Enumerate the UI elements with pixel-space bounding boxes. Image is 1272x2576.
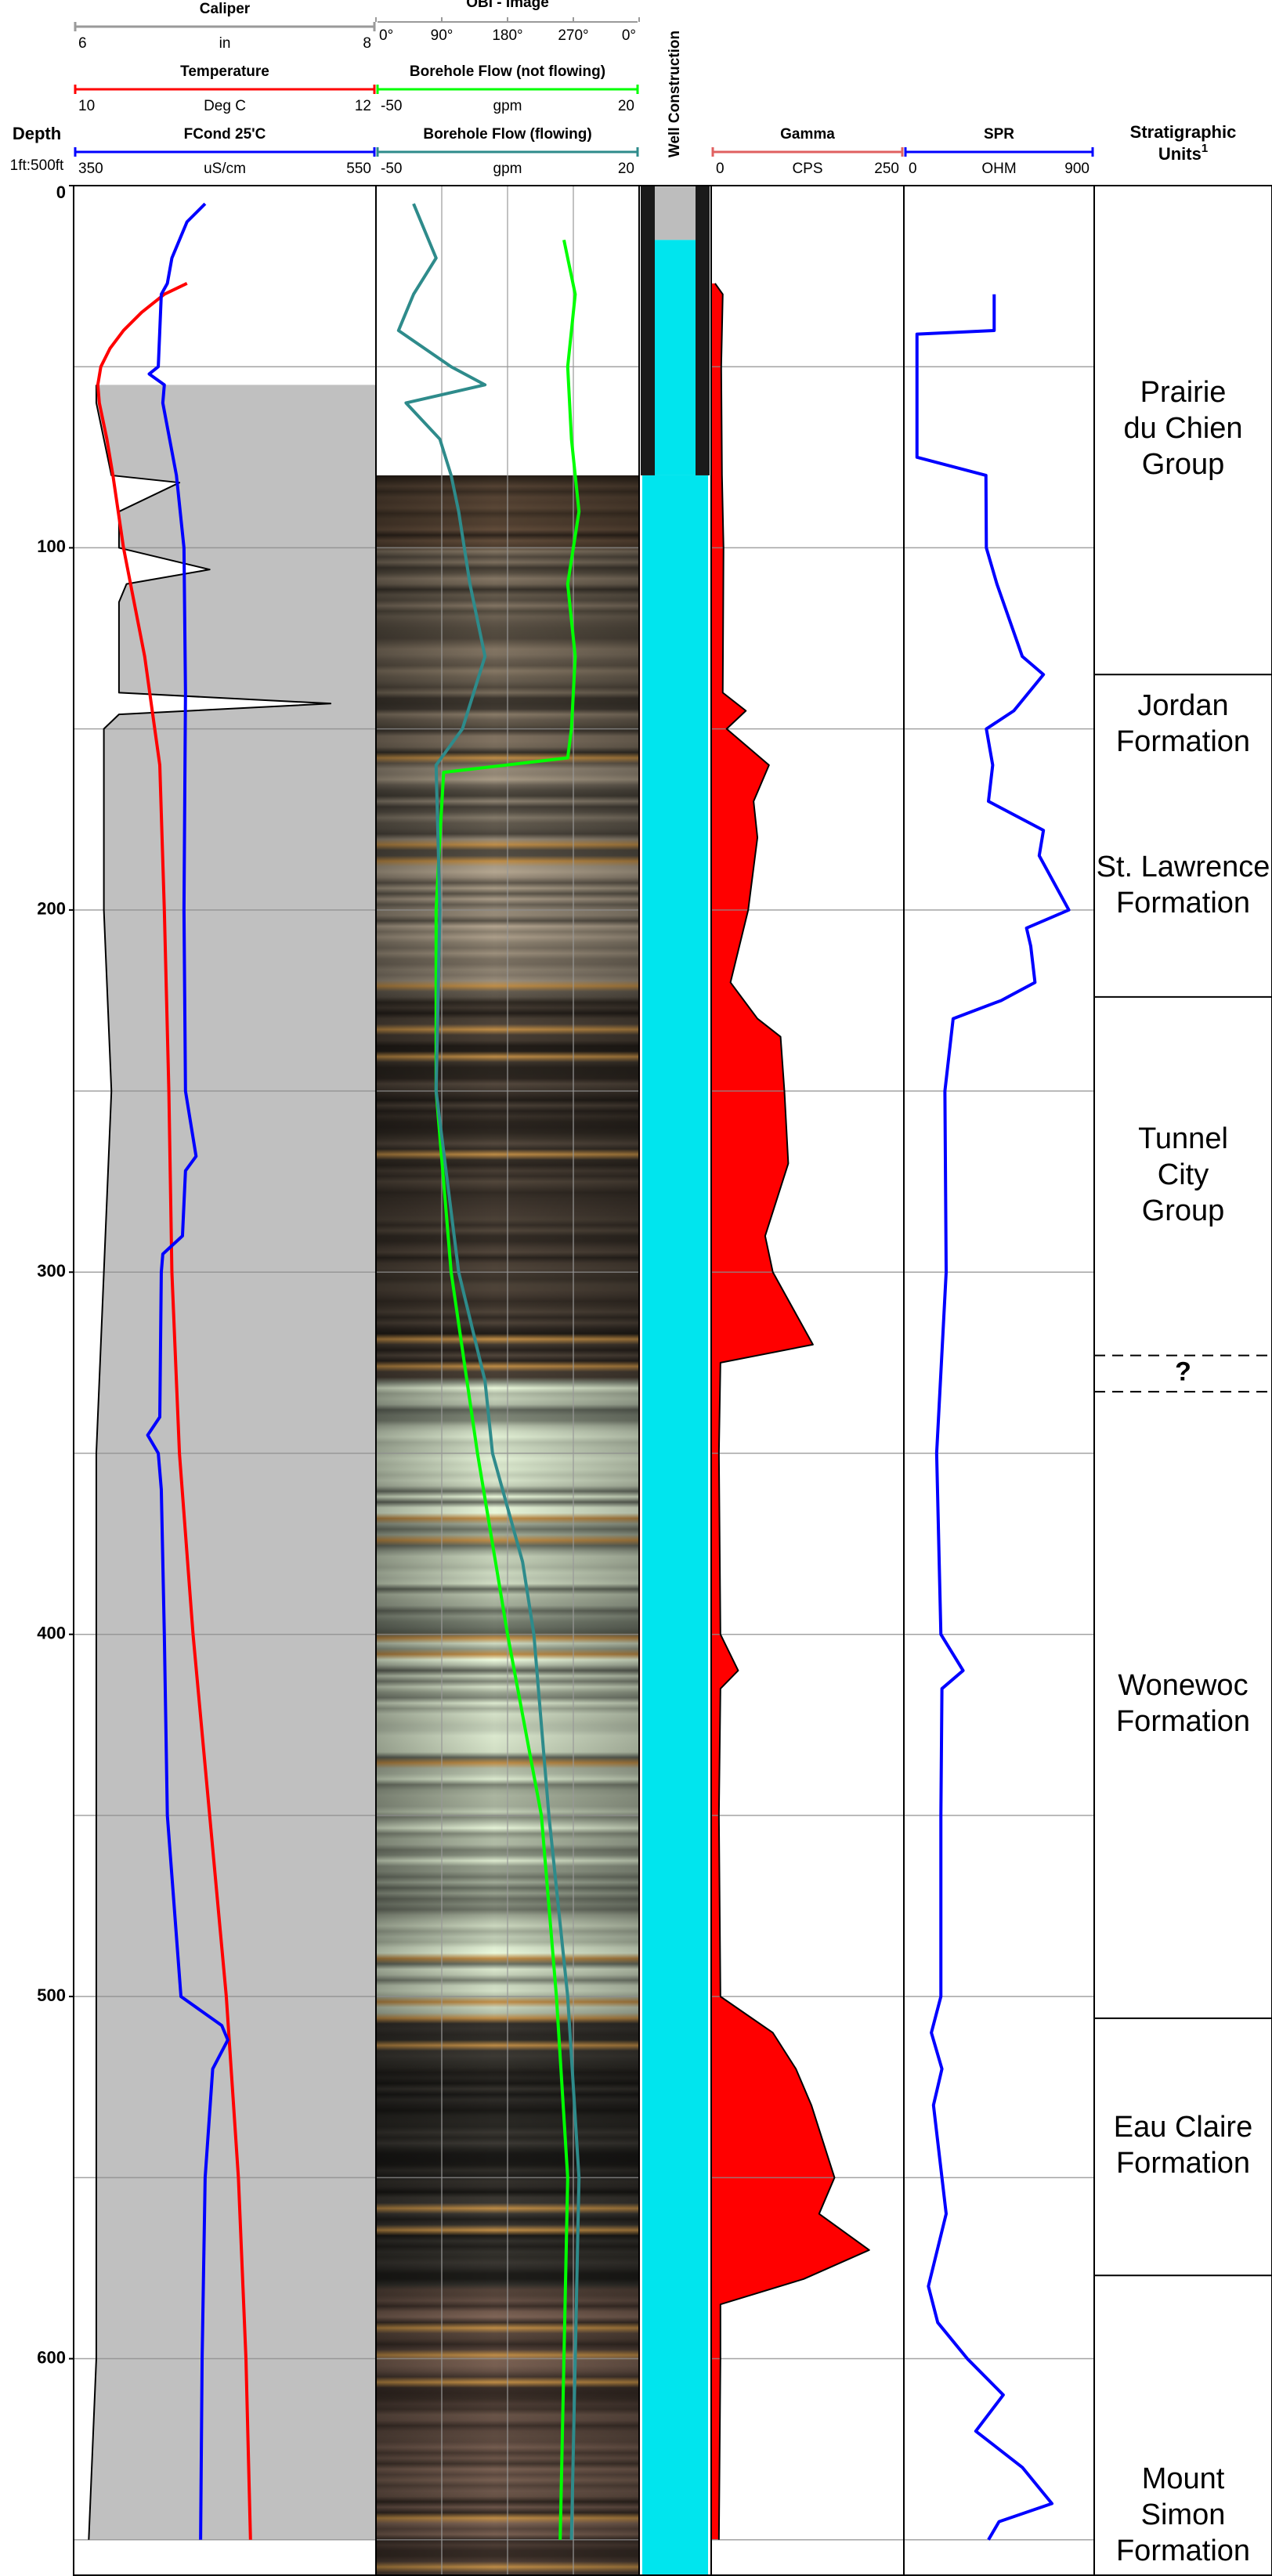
unit-label: Group	[1142, 1194, 1225, 1227]
curve-fill	[89, 385, 377, 2540]
scale-max: 550	[346, 161, 371, 177]
curve-name: FCond 25'C	[184, 126, 266, 143]
unit-label: Formation	[1116, 887, 1250, 919]
curve-line	[146, 202, 229, 2540]
scale-min: -50	[381, 161, 402, 177]
unit-label: du Chien	[1123, 412, 1242, 445]
scale-unit: CPS	[792, 161, 822, 177]
curve-line	[915, 294, 1071, 2541]
water-column-cased	[655, 240, 696, 475]
scale-unit: gpm	[493, 161, 522, 177]
scale-max: 8	[363, 35, 371, 52]
scale-unit: gpm	[493, 98, 522, 114]
scale-max: 20	[618, 161, 634, 177]
track-frame	[1093, 185, 1272, 2576]
curve-name: Borehole Flow (flowing)	[423, 126, 591, 143]
track-title: Stratigraphic	[1130, 122, 1237, 142]
unit-label: Wonewoc	[1118, 1669, 1248, 1702]
curve-line	[434, 239, 581, 2540]
curve-fill	[711, 283, 869, 2540]
unit-label: Tunnel	[1138, 1122, 1228, 1155]
grid-layer	[74, 186, 1094, 2576]
unit-label: Simon	[1141, 2498, 1226, 2531]
casing-left	[641, 186, 655, 475]
scale-min: 350	[78, 161, 103, 177]
curve-name: Borehole Flow (not flowing)	[410, 63, 605, 80]
track-title: OBI - Image	[466, 0, 549, 11]
scale-min: 10	[78, 98, 95, 114]
depth-label: Depth	[13, 124, 61, 143]
scale-min: 0	[909, 161, 917, 177]
scale-unit: uS/cm	[204, 161, 246, 177]
track-title-line: Units	[1158, 144, 1202, 164]
curve-name: Gamma	[780, 126, 835, 143]
track-title-line: Stratigraphic	[1130, 122, 1237, 142]
unit-label: Formation	[1116, 2534, 1250, 2567]
curve-line	[714, 283, 870, 2540]
curve-line	[396, 203, 581, 2540]
unit-label: Eau Claire	[1114, 2111, 1252, 2144]
scale-unit: Deg C	[204, 98, 246, 114]
x-tick-label: 0°	[379, 27, 393, 44]
scale-unit: OHM	[981, 161, 1016, 177]
unit-label: Jordan	[1137, 689, 1228, 722]
scale-max: 250	[874, 161, 899, 177]
depth-tick-label: 200	[37, 899, 66, 919]
curve-name: Temperature	[180, 63, 269, 80]
track-title: Well Construction	[667, 31, 683, 157]
x-tick-label: 180°	[492, 27, 522, 44]
frame-layer	[69, 185, 1272, 2576]
scale-unit: in	[219, 35, 231, 52]
unit-label: Prairie	[1140, 376, 1227, 409]
scale-max: 900	[1064, 161, 1090, 177]
depth-tick-label: 100	[37, 537, 66, 556]
unit-label: Mount	[1142, 2462, 1225, 2495]
curve-line	[88, 385, 332, 2540]
curve-name: Caliper	[200, 1, 251, 17]
x-tick-label: 270°	[558, 27, 588, 44]
depth-tick-label: 0	[56, 182, 66, 202]
depth-tick-label: 600	[37, 2347, 66, 2367]
unit-label: City	[1158, 1158, 1209, 1191]
track-title: Units1	[1158, 142, 1208, 164]
scale-max: 12	[355, 98, 371, 114]
air-column	[655, 186, 696, 240]
water-column-open	[642, 475, 708, 2576]
unit-label: Group	[1142, 448, 1225, 481]
scale-min: -50	[381, 98, 402, 114]
scale-min: 0	[716, 161, 725, 177]
scale-max: 20	[618, 98, 634, 114]
x-tick-label: 90°	[431, 27, 454, 44]
x-tick-label: 0°	[622, 27, 636, 44]
background-layer	[89, 186, 869, 2576]
depth-scale: 1ft:500ft	[10, 157, 64, 174]
unit-label: ?	[1175, 1357, 1191, 1387]
depth-tick-label: 400	[37, 1624, 66, 1643]
unit-label: Formation	[1116, 2147, 1250, 2180]
depth-tick-label: 300	[37, 1261, 66, 1281]
curve-layer	[88, 202, 1071, 2541]
casing-right	[696, 186, 710, 475]
curve-name: SPR	[984, 126, 1014, 143]
superscript: 1	[1202, 142, 1208, 155]
scale-min: 6	[78, 35, 87, 52]
unit-label: St. Lawrence	[1097, 851, 1270, 883]
curve-line	[96, 282, 252, 2540]
track-frame	[903, 185, 1095, 2576]
unit-label: Formation	[1116, 725, 1250, 758]
depth-tick-label: 500	[37, 1985, 66, 2005]
unit-label: Formation	[1116, 1705, 1250, 1738]
